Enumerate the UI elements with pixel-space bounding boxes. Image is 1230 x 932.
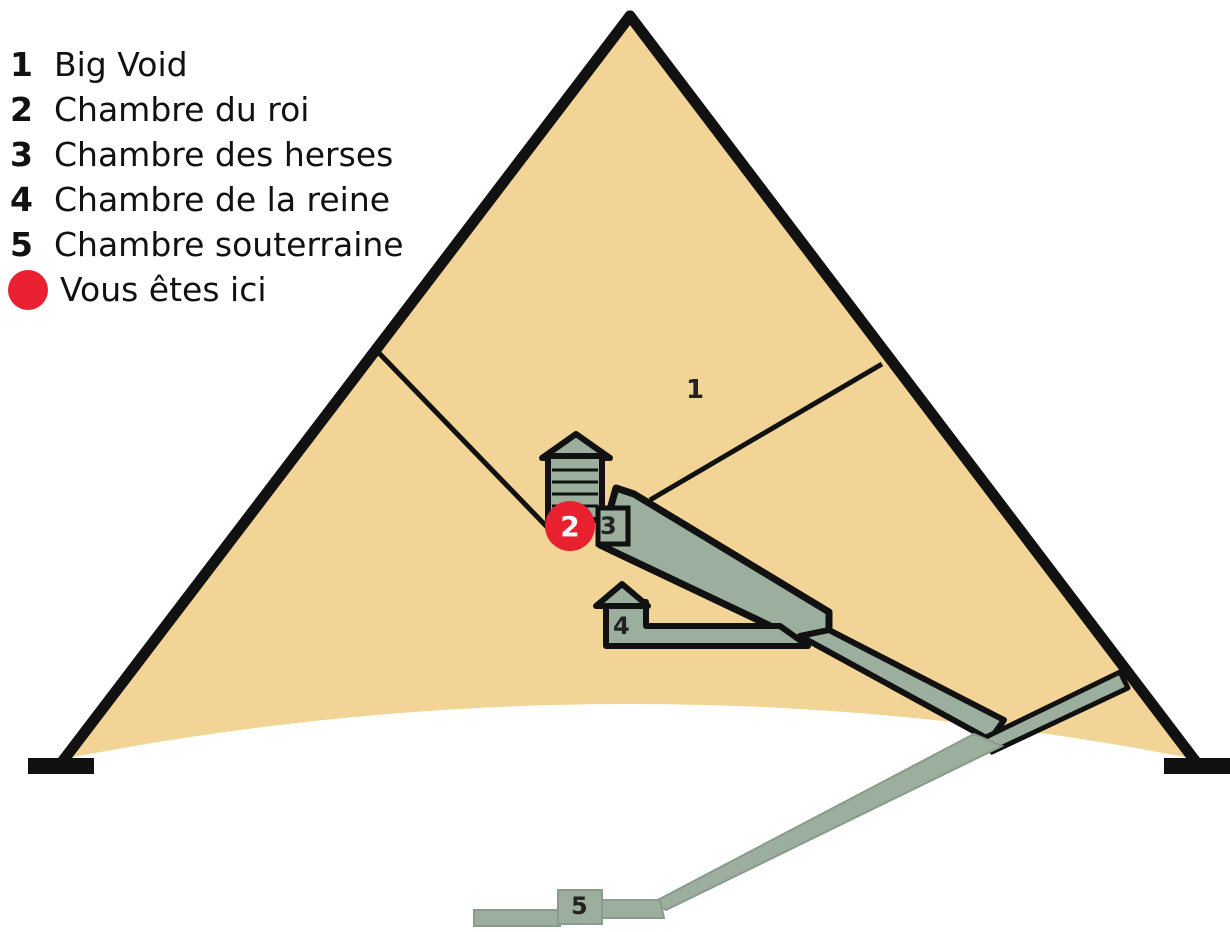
legend-item-big-void: 1 Big Void: [8, 42, 428, 87]
big-void-left-line: [376, 350, 550, 530]
legend-item-kings-chamber: 2 Chambre du roi: [8, 87, 428, 132]
descending-passage-lower: [652, 732, 1005, 912]
legend-dot-wrap: [8, 269, 60, 310]
portcullis-chamber: [595, 505, 631, 547]
legend-number: 3: [10, 135, 33, 174]
legend-label: Chambre du roi: [54, 90, 310, 129]
legend-label: Chambre souterraine: [54, 225, 404, 264]
legend-number: 1: [10, 45, 33, 84]
legend-label: Vous êtes ici: [60, 270, 267, 309]
queens-chamber-gable: [593, 581, 651, 609]
legend-item-subterranean-chamber: 5 Chambre souterraine: [8, 222, 428, 267]
red-dot-icon: [8, 269, 48, 310]
legend-number: 5: [10, 225, 33, 264]
legend: 1 Big Void 2 Chambre du roi 3 Chambre de…: [8, 42, 428, 312]
big-void-right-line: [648, 361, 884, 503]
pyramid-body: [68, 16, 1190, 758]
legend-item-portcullis-chamber: 3 Chambre des herses: [8, 132, 428, 177]
pyramid-right-edge: [624, 10, 1202, 768]
pyramid-left-foot: [28, 758, 94, 774]
pyramid-left-edge: [56, 10, 636, 768]
big-void-number-label: 1: [686, 375, 704, 405]
legend-label: Chambre des herses: [54, 135, 394, 174]
queens-chamber-number-label: 4: [613, 612, 630, 640]
legend-number: 2: [10, 90, 33, 129]
subterranean-chamber: [557, 889, 603, 925]
portcullis-chamber-number-label: 3: [600, 512, 617, 540]
legend-item-queens-chamber: 4 Chambre de la reine: [8, 177, 428, 222]
legend-item-you-are-here: Vous êtes ici: [8, 267, 428, 312]
legend-label: Big Void: [54, 45, 188, 84]
legend-number: 4: [10, 180, 33, 219]
legend-label: Chambre de la reine: [54, 180, 391, 219]
subterranean-chamber-number-label: 5: [571, 892, 588, 920]
you-are-here-marker: [545, 501, 595, 551]
you-are-here-marker-number: 2: [560, 510, 579, 543]
descending-passage-upper: [797, 627, 1007, 743]
pyramid-right-foot: [1164, 758, 1230, 774]
